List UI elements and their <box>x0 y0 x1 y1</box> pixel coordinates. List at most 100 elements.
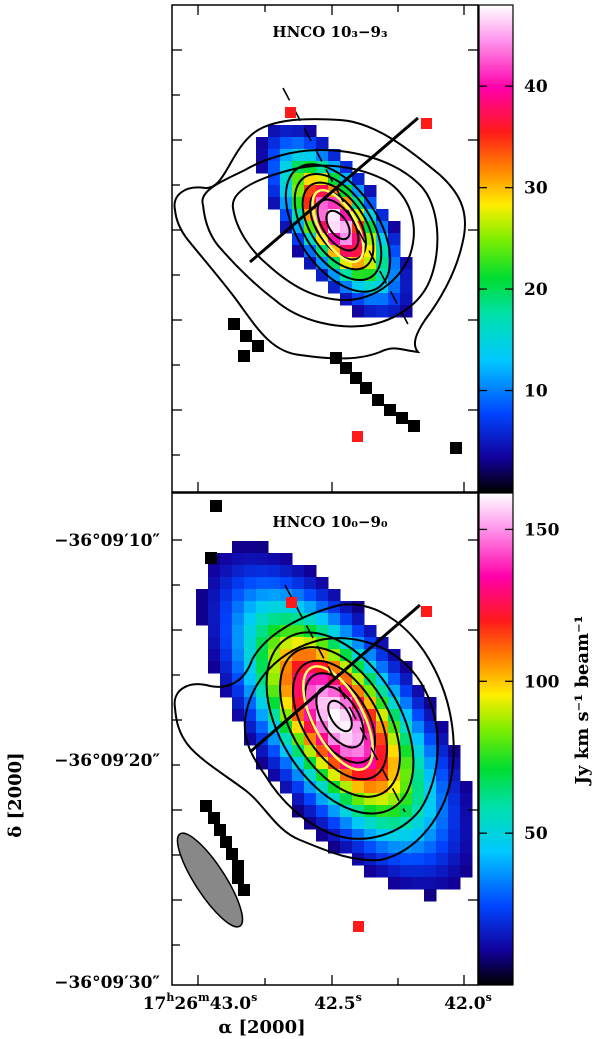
map-pixel <box>388 745 401 758</box>
map-pixel <box>196 601 209 614</box>
map-pixel <box>232 709 245 722</box>
map-pixel <box>304 149 317 162</box>
map-pixel <box>352 269 365 282</box>
map-pixel <box>268 161 281 174</box>
map-pixel <box>316 721 329 734</box>
map-pixel <box>436 733 449 746</box>
map-pixel <box>256 149 269 162</box>
map-pixel <box>292 793 305 806</box>
intensity-maps <box>196 125 473 902</box>
map-pixel <box>304 601 317 614</box>
map-pixel <box>232 589 245 602</box>
map-pixel <box>376 817 389 830</box>
map-pixel <box>268 757 281 770</box>
panel-top-frame <box>171 4 479 493</box>
map-pixel <box>256 565 269 578</box>
panel-bottom-title: HNCO 10₀−9₀ <box>272 513 388 531</box>
map-pixel <box>268 553 281 566</box>
map-pixel <box>268 733 281 746</box>
map-pixel <box>340 185 353 198</box>
map-pixel <box>436 781 449 794</box>
map-pixel <box>340 362 352 374</box>
map-pixel <box>448 829 461 842</box>
map-pixel <box>292 757 305 770</box>
map-pixel <box>408 420 420 432</box>
x-tick-label-first: 17h26m43.0s <box>143 991 258 1014</box>
map-pixel <box>232 661 245 674</box>
panel-top-title: HNCO 10₃−9₃ <box>272 23 387 41</box>
map-pixel <box>388 661 401 674</box>
colorbar-ticks <box>479 85 513 834</box>
map-pixel <box>328 841 341 854</box>
map-pixel <box>292 745 305 758</box>
map-pixel <box>252 340 264 352</box>
map-pixel <box>256 601 269 614</box>
map-pixel <box>460 793 473 806</box>
map-pixel <box>364 661 377 674</box>
map-pixel <box>372 394 384 406</box>
map-pixel <box>424 853 437 866</box>
map-pixel <box>412 709 425 722</box>
map-pixel <box>268 625 281 638</box>
map-pixel <box>328 257 341 270</box>
map-pixel <box>220 685 233 698</box>
map-pixel <box>352 673 365 686</box>
map-pixel <box>376 865 389 878</box>
map-pixel <box>400 661 413 674</box>
map-pixel <box>280 781 293 794</box>
map-pixel <box>436 757 449 770</box>
map-pixel <box>220 577 233 590</box>
map-pixel <box>280 577 293 590</box>
map-pixel <box>280 137 293 150</box>
map-pixel <box>364 781 377 794</box>
map-pixel <box>316 793 329 806</box>
map-pixel <box>316 673 329 686</box>
map-pixel <box>256 589 269 602</box>
map-pixel <box>340 841 353 854</box>
map-pixel <box>400 865 413 878</box>
map-pixel <box>412 685 425 698</box>
map-pixel <box>232 601 245 614</box>
map-pixel <box>208 601 221 614</box>
map-pixel <box>316 805 329 818</box>
map-pixel <box>316 589 329 602</box>
map-pixel <box>352 661 365 674</box>
map-pixel <box>340 829 353 842</box>
map-pixel <box>340 601 353 614</box>
map-pixel <box>268 769 281 782</box>
map-pixel <box>292 769 305 782</box>
map-pixel <box>448 841 461 854</box>
map-pixel <box>388 697 401 710</box>
map-pixel <box>244 541 257 554</box>
map-pixel <box>220 836 232 848</box>
x-tick-label: 42.0s <box>444 991 492 1014</box>
map-pixel <box>388 841 401 854</box>
map-pixel <box>244 637 257 650</box>
map-pixel <box>352 613 365 626</box>
map-pixel <box>388 781 401 794</box>
map-pixel <box>376 661 389 674</box>
map-pixel <box>436 769 449 782</box>
map-pixel <box>256 685 269 698</box>
map-pixel <box>268 137 281 150</box>
map-pixel <box>316 149 329 162</box>
map-pixel <box>304 769 317 782</box>
map-pixel <box>412 877 425 890</box>
map-pixel <box>292 661 305 674</box>
map-pixel <box>268 601 281 614</box>
map-pixel <box>268 565 281 578</box>
map-pixel <box>280 769 293 782</box>
contours-bottom <box>173 584 455 862</box>
map-pixel <box>232 541 245 554</box>
map-pixel <box>328 685 341 698</box>
map-pixel <box>424 805 437 818</box>
map-pixel <box>280 757 293 770</box>
map-pixel <box>396 412 408 424</box>
map-pixel <box>292 137 305 150</box>
map-pixel <box>244 625 257 638</box>
map-pixel <box>400 685 413 698</box>
map-pixel <box>376 257 389 270</box>
map-pixel <box>388 233 401 246</box>
map-pixel <box>220 613 233 626</box>
map-pixel <box>268 197 281 210</box>
